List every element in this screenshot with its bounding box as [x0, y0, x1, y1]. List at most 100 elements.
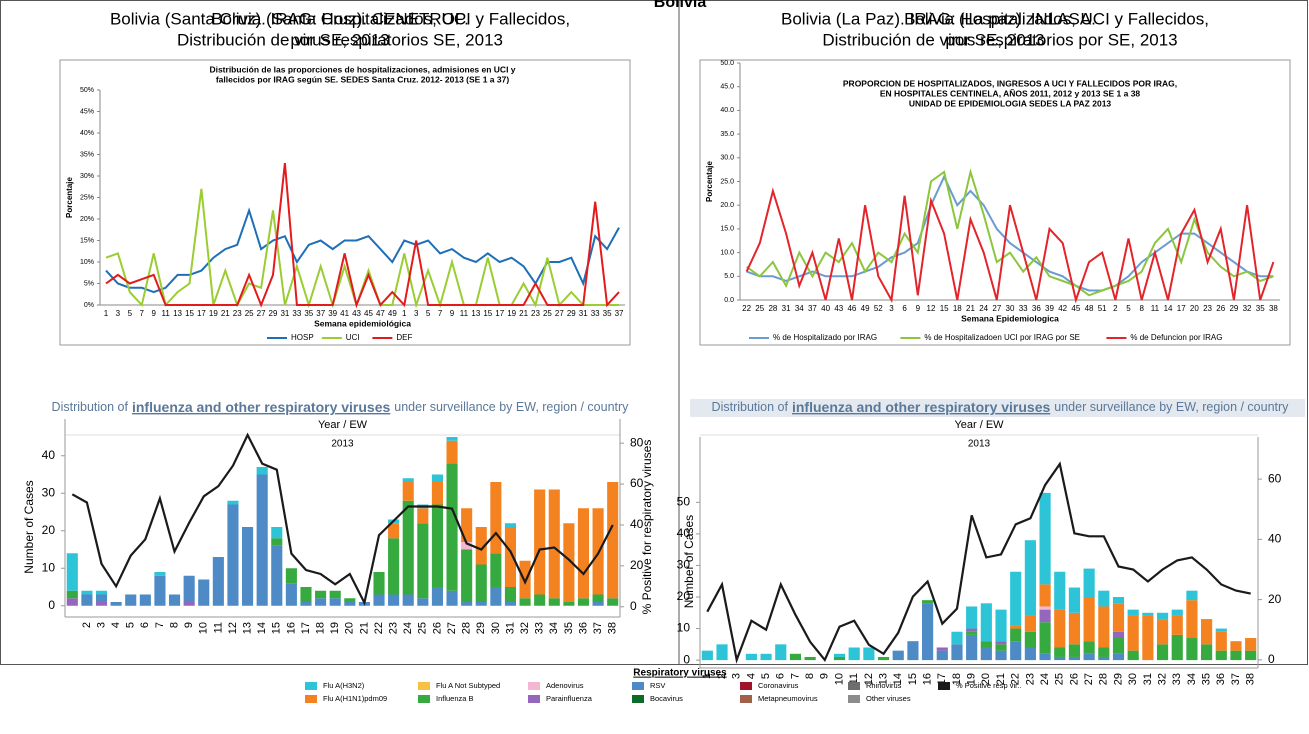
bar-segment — [431, 587, 443, 606]
x-tick-label: 39 — [328, 309, 337, 318]
x-tick-label: 3 — [414, 309, 419, 318]
bar-segment — [1054, 647, 1066, 657]
x-tick-label: 27 — [555, 309, 564, 318]
bar-segment — [519, 560, 531, 599]
bar-segment — [504, 527, 517, 587]
x-tick-label: 35 — [563, 622, 575, 634]
x-tick-label: 2 — [716, 673, 728, 679]
panel-heading: Bolivia (La Paz). IRAG: Hospitalizados, … — [781, 9, 1209, 28]
x-tick-label: 37 — [808, 304, 817, 313]
x-tick-label: 9 — [151, 309, 156, 318]
bar-segment — [760, 653, 772, 661]
bar-segment — [548, 598, 560, 606]
bar-segment — [833, 653, 846, 657]
bar-segment — [863, 647, 875, 661]
panel-heading: Distribución de virus respiratorios SE, … — [177, 30, 503, 49]
bar-segment — [1010, 628, 1022, 642]
x-tick-label: 14 — [256, 622, 268, 634]
x-tick-label: 3 — [116, 309, 121, 318]
y-axis-title: Porcentaje — [65, 176, 74, 217]
bar-segment — [1230, 650, 1242, 661]
panel-heading: Bolivia (Santa Cruz). CENETROP. — [211, 9, 469, 28]
bar-segment — [431, 504, 443, 587]
bar-segment — [966, 628, 978, 632]
x-tick-label: 8 — [168, 622, 180, 628]
y2-tick-label: 0 — [630, 599, 637, 613]
y-axis-title: Number of Cases — [682, 515, 696, 608]
bar-segment — [285, 583, 297, 606]
y-tick-label: 40 — [42, 448, 56, 462]
subtitle-part: under surveillance by EW, region / count… — [1054, 400, 1289, 414]
y-tick-label: 45% — [80, 108, 94, 115]
bar-segment — [446, 440, 458, 464]
bar-segment — [1039, 653, 1051, 661]
legend-swatch — [528, 682, 540, 690]
bar-segment — [980, 641, 992, 648]
bar-segment — [329, 590, 341, 599]
subtitle-part: Distribution of — [52, 400, 129, 414]
bar-segment — [592, 602, 604, 606]
y-tick-label: 40 — [677, 526, 691, 540]
x-tick-label: 2 — [1113, 304, 1118, 313]
x-tick-label: 18 — [314, 622, 326, 634]
bar-segment — [980, 603, 992, 642]
bar-segment — [300, 602, 312, 606]
bar-segment — [1024, 631, 1036, 648]
panel-heading: por SE, 2013 — [945, 30, 1044, 49]
bar-segment — [1054, 571, 1066, 610]
x-tick-label: 31 — [579, 309, 588, 318]
bar-segment — [1215, 631, 1227, 651]
legend-label: RSV — [650, 681, 665, 690]
bar-segment — [373, 594, 385, 606]
bar-segment — [936, 647, 948, 651]
bar-segment — [490, 587, 502, 606]
bar-segment — [373, 572, 385, 595]
y-axis-title: Porcentaje — [705, 160, 714, 201]
bar-segment — [1112, 597, 1125, 604]
bar-segment — [519, 598, 531, 606]
bar-segment — [1112, 631, 1125, 639]
x-tick-label: 25 — [245, 309, 254, 318]
x-tick-label: 15 — [483, 309, 492, 318]
bar-segment — [1039, 606, 1051, 610]
bar-segment — [1201, 644, 1213, 661]
bar-segment — [66, 553, 78, 591]
bar-segment — [504, 602, 517, 606]
bar-segment — [344, 598, 356, 602]
bar-segment — [1156, 644, 1169, 661]
x-tick-label: 16 — [922, 673, 934, 685]
bar-segment — [1098, 606, 1110, 648]
legend-label: Flu A(H3N2) — [323, 681, 365, 690]
x-tick-label: 29 — [567, 309, 576, 318]
bar-segment — [1024, 615, 1036, 632]
bar-segment — [490, 482, 502, 554]
x-tick-label: 30 — [1006, 304, 1015, 313]
y-tick-label: 30.0 — [720, 155, 734, 162]
y-tick-label: 50% — [80, 87, 94, 94]
bar-segment — [402, 594, 414, 606]
x-tick-label: 51 — [1098, 304, 1107, 313]
bar-segment — [125, 594, 137, 606]
x-tick-label: 10 — [833, 673, 845, 685]
subtitle-link: influenza and other respiratory viruses — [792, 399, 1051, 415]
y-tick-label: 40% — [80, 130, 94, 137]
x-tick-label: 16 — [285, 622, 297, 634]
subtitle-band — [690, 399, 1305, 417]
x-tick-label: 15 — [907, 673, 919, 685]
x-tick-label: 11 — [161, 309, 170, 318]
bar-segment — [1054, 609, 1066, 648]
x-tick-label: 19 — [329, 622, 341, 634]
positive-line — [71, 432, 614, 606]
legend-swatch — [938, 682, 950, 690]
legend-label: Bocavirus — [650, 694, 683, 703]
bar-segment — [329, 598, 341, 606]
x-tick-label: 1 — [701, 673, 713, 679]
x-header: Year / EW — [954, 419, 1004, 431]
x-tick-label: 28 — [1098, 673, 1110, 685]
x-tick-label: 20 — [344, 622, 356, 634]
y-tick-label: 30% — [80, 173, 94, 180]
bar-segment — [461, 602, 473, 606]
x-tick-label: 3 — [889, 304, 894, 313]
subtitle-part: under surveillance by EW, region / count… — [394, 400, 629, 414]
bar-segment — [922, 603, 934, 661]
